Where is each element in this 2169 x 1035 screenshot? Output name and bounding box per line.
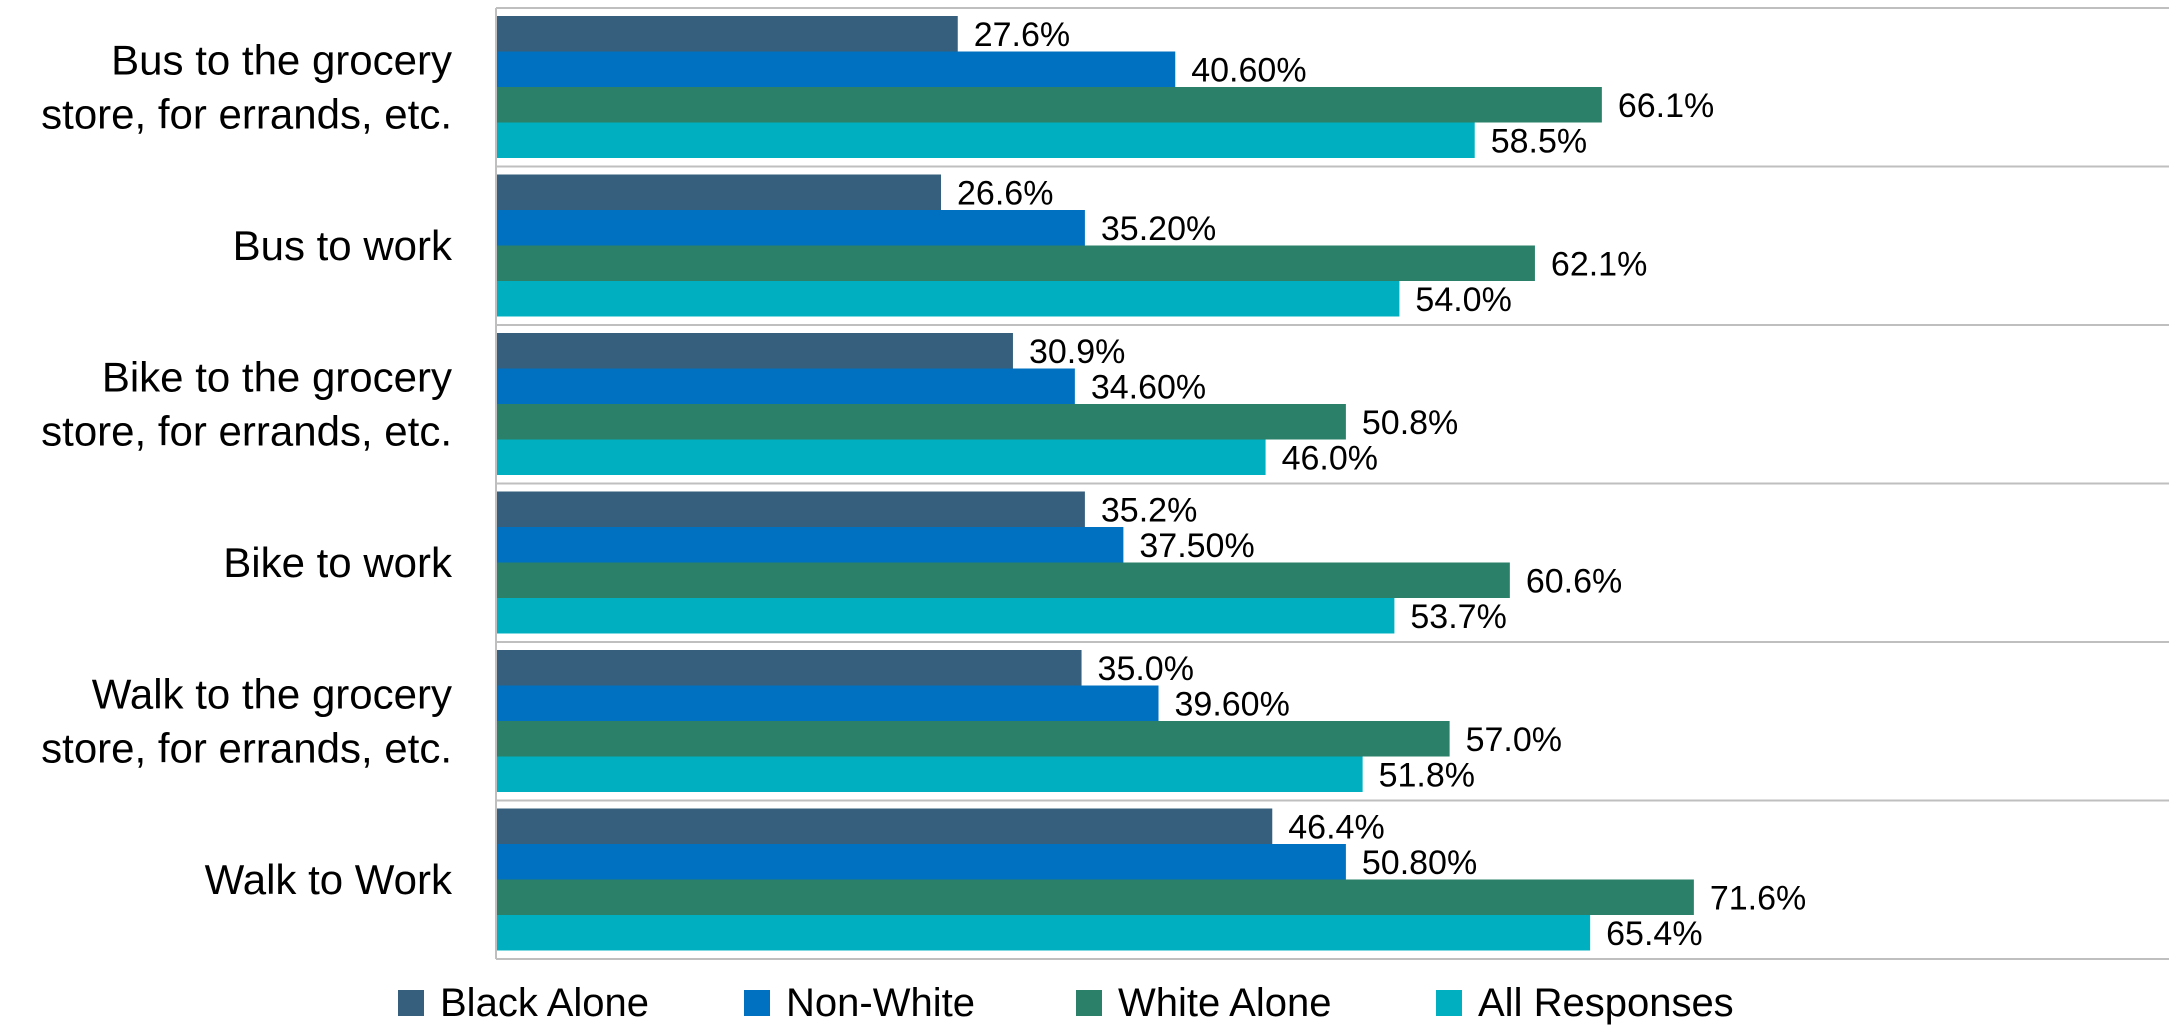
- data-label: 58.5%: [1491, 122, 1587, 160]
- bar-all-responses: [496, 439, 1266, 475]
- category-label: Bus to the grocery: [111, 36, 452, 83]
- legend: Black Alone Non-White White Alone All Respo…: [398, 981, 1734, 1025]
- legend-label: White Alone: [1118, 981, 1331, 1025]
- bar-all-responses: [496, 756, 1363, 792]
- bar-black-alone: [496, 174, 942, 210]
- bar-white-alone: [496, 721, 1450, 757]
- category-label: Walk to the grocery: [92, 670, 452, 717]
- data-label: 35.20%: [1101, 210, 1216, 248]
- data-label: 35.2%: [1101, 491, 1197, 529]
- bar-non-white: [496, 51, 1176, 87]
- category-label: store, for errands, etc.: [41, 90, 452, 137]
- data-label: 40.60%: [1191, 51, 1306, 89]
- bars: [496, 16, 1694, 951]
- data-label: 57.0%: [1466, 721, 1562, 759]
- data-label: 60.6%: [1526, 562, 1622, 600]
- legend-label: All Responses: [1478, 981, 1734, 1025]
- legend-swatch: [744, 990, 770, 1016]
- data-label: 50.80%: [1362, 844, 1477, 882]
- category-label: Bike to the grocery: [102, 353, 452, 400]
- data-label: 65.4%: [1606, 915, 1702, 953]
- grid-lines: [496, 7, 2169, 960]
- category-label: Bike to work: [223, 539, 453, 586]
- data-label: 62.1%: [1551, 245, 1647, 283]
- data-label: 27.6%: [974, 16, 1070, 54]
- bar-black-alone: [496, 16, 958, 52]
- bar-black-alone: [496, 808, 1273, 844]
- category-label: store, for errands, etc.: [41, 724, 452, 771]
- bar-non-white: [496, 844, 1346, 880]
- bar-non-white: [496, 685, 1159, 721]
- bar-all-responses: [496, 915, 1591, 951]
- legend-label: Black Alone: [440, 981, 649, 1025]
- data-label: 26.6%: [957, 174, 1053, 212]
- data-label: 46.4%: [1288, 808, 1384, 846]
- data-label: 35.0%: [1098, 650, 1194, 688]
- data-label: 54.0%: [1415, 281, 1511, 319]
- data-label: 46.0%: [1282, 439, 1378, 477]
- bar-all-responses: [496, 598, 1395, 634]
- data-label: 66.1%: [1618, 87, 1714, 125]
- bar-non-white: [496, 210, 1085, 246]
- bar-white-alone: [496, 87, 1602, 123]
- category-label: Walk to Work: [205, 856, 453, 903]
- category-label: Bus to work: [233, 222, 453, 269]
- bar-black-alone: [496, 650, 1082, 686]
- category-labels: Bus to the grocery store, for errands, et…: [41, 36, 453, 903]
- legend-label: Non-White: [786, 981, 975, 1025]
- bar-white-alone: [496, 404, 1346, 440]
- data-label: 37.50%: [1139, 527, 1254, 565]
- bar-non-white: [496, 527, 1124, 563]
- bar-black-alone: [496, 491, 1085, 527]
- bar-white-alone: [496, 562, 1510, 598]
- data-label: 50.8%: [1362, 404, 1458, 442]
- legend-swatch: [1436, 990, 1462, 1016]
- data-label: 30.9%: [1029, 333, 1125, 371]
- bar-black-alone: [496, 333, 1013, 369]
- data-labels: 27.6% 40.60% 66.1% 58.5% 26.6% 35.20% 62.1% 54.…: [957, 16, 1806, 953]
- bar-white-alone: [496, 245, 1535, 281]
- data-label: 53.7%: [1410, 598, 1506, 636]
- data-label: 39.60%: [1175, 685, 1290, 723]
- legend-swatch: [398, 990, 424, 1016]
- bar-white-alone: [496, 879, 1694, 915]
- category-label: store, for errands, etc.: [41, 407, 452, 454]
- bar-all-responses: [496, 122, 1475, 158]
- data-label: 34.60%: [1091, 368, 1206, 406]
- bar-all-responses: [496, 281, 1400, 317]
- legend-swatch: [1076, 990, 1102, 1016]
- data-label: 51.8%: [1379, 756, 1475, 794]
- bar-non-white: [496, 368, 1075, 404]
- data-label: 71.6%: [1710, 879, 1806, 917]
